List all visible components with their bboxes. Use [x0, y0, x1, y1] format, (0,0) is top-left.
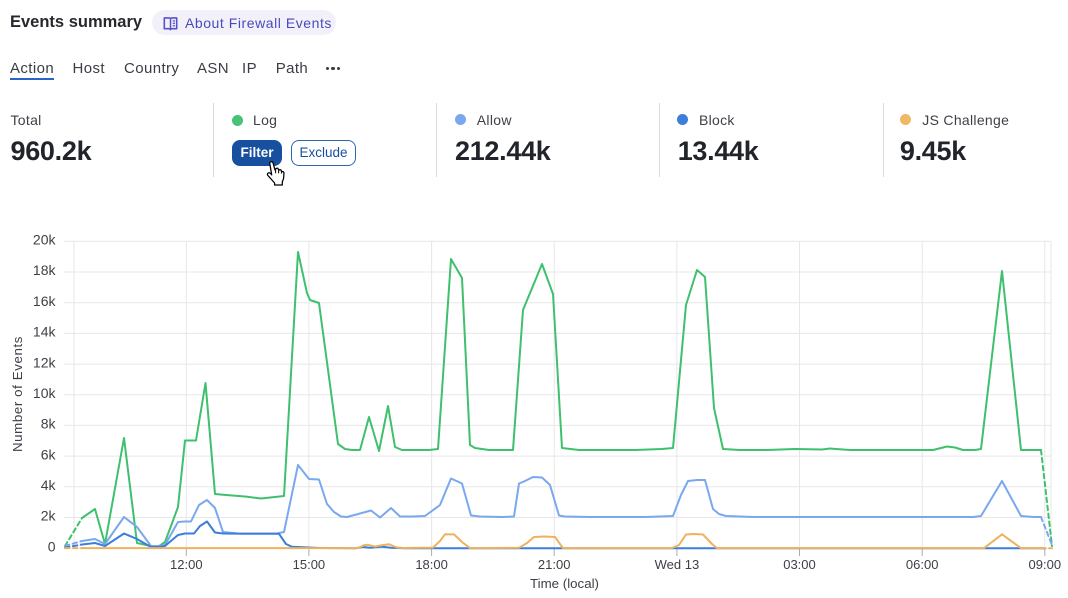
svg-text:18k: 18k: [33, 262, 57, 278]
svg-text:20k: 20k: [33, 232, 57, 248]
svg-text:15:00: 15:00: [293, 557, 326, 572]
svg-text:12:00: 12:00: [170, 557, 203, 572]
svg-text:12k: 12k: [33, 354, 57, 370]
svg-text:14k: 14k: [33, 324, 57, 340]
svg-text:6k: 6k: [41, 446, 57, 462]
svg-text:18:00: 18:00: [415, 557, 448, 572]
svg-text:Number of Events: Number of Events: [10, 336, 25, 452]
svg-text:03:00: 03:00: [783, 557, 816, 572]
svg-text:21:00: 21:00: [538, 557, 571, 572]
svg-text:8k: 8k: [41, 416, 57, 432]
svg-text:Wed 13: Wed 13: [655, 557, 700, 572]
svg-text:09:00: 09:00: [1029, 557, 1062, 572]
svg-text:10k: 10k: [33, 385, 57, 401]
svg-text:4k: 4k: [41, 477, 57, 493]
svg-text:16k: 16k: [33, 293, 57, 309]
svg-text:06:00: 06:00: [906, 557, 939, 572]
svg-text:Time (local): Time (local): [530, 576, 599, 591]
svg-text:2k: 2k: [41, 508, 57, 524]
svg-text:0: 0: [48, 538, 56, 554]
